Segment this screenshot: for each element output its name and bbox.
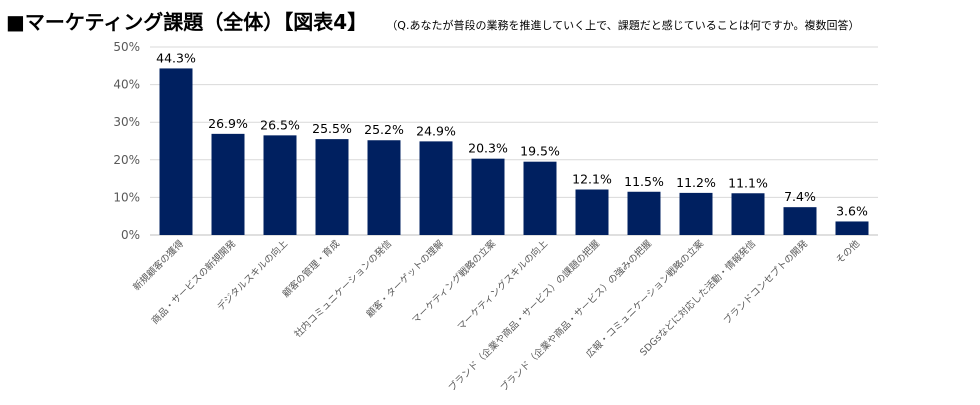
bar bbox=[159, 68, 193, 235]
data-label: 12.1% bbox=[572, 172, 612, 187]
category-label: 社内コミュニケーションの発信 bbox=[292, 238, 394, 340]
category-label: 商品・サービスの新規開発 bbox=[149, 237, 238, 326]
data-label: 44.3% bbox=[156, 50, 196, 65]
gridlines bbox=[150, 46, 878, 236]
data-label: 26.5% bbox=[260, 117, 300, 132]
chart-title: ■マーケティング課題（全体）【図表4】 bbox=[6, 10, 368, 34]
bars bbox=[159, 68, 869, 235]
category-labels: 新規顧客の獲得商品・サービスの新規開発デジタルスキルの向上顧客の管理・育成社内コ… bbox=[131, 237, 863, 394]
data-label: 7.4% bbox=[784, 189, 816, 204]
data-label: 20.3% bbox=[468, 141, 508, 156]
category-label: 新規顧客の獲得 bbox=[131, 237, 187, 293]
category-label: その他 bbox=[833, 237, 862, 266]
y-tick-label: 40% bbox=[113, 78, 140, 92]
bar bbox=[523, 161, 557, 235]
bar bbox=[315, 139, 349, 235]
data-label: 26.9% bbox=[208, 116, 248, 131]
bar bbox=[783, 207, 817, 235]
category-label: ブランドコンセプトの開発 bbox=[721, 237, 810, 326]
category-label: 広報・コミュニケーション戦略の立案 bbox=[584, 237, 707, 360]
category-label: マーケティングスキルの向上 bbox=[455, 237, 551, 333]
y-tick-label: 20% bbox=[113, 153, 140, 167]
y-tick-label: 30% bbox=[113, 115, 140, 129]
category-label: マーケティング戦略の立案 bbox=[410, 237, 499, 326]
bar bbox=[471, 158, 505, 235]
bar bbox=[731, 193, 765, 235]
data-label: 11.2% bbox=[676, 175, 716, 190]
bar bbox=[627, 191, 661, 235]
bar bbox=[211, 133, 245, 235]
bar bbox=[367, 140, 401, 235]
title-row: ■マーケティング課題（全体）【図表4】 （Q.あなたが普段の業務を推進していく上… bbox=[6, 6, 859, 34]
data-label: 11.5% bbox=[624, 174, 664, 189]
data-label: 24.9% bbox=[416, 123, 456, 138]
category-label: SDGsなどに対応した活動・情報発信 bbox=[637, 238, 758, 359]
bar bbox=[679, 192, 713, 235]
bar bbox=[263, 135, 297, 235]
bar bbox=[419, 141, 453, 235]
data-label: 19.5% bbox=[520, 144, 560, 159]
y-tick-label: 10% bbox=[113, 190, 140, 204]
data-label: 11.1% bbox=[728, 175, 768, 190]
data-label: 3.6% bbox=[836, 203, 868, 218]
bar bbox=[835, 221, 869, 235]
question-text: （Q.あなたが普段の業務を推進していく上で、課題だと感じていることは何ですか。複… bbox=[386, 19, 860, 32]
y-axis-ticks: 0% 10% 20% 30% 40% 50% bbox=[113, 40, 140, 242]
data-labels: 44.3% 26.9% 26.5% 25.5% 25.2% 24.9% 20.3% 19.5%… bbox=[156, 50, 868, 218]
bar bbox=[575, 189, 609, 235]
data-label: 25.5% bbox=[312, 121, 352, 136]
data-label: 25.2% bbox=[364, 122, 404, 137]
y-tick-label: 0% bbox=[121, 228, 140, 242]
y-tick-label: 50% bbox=[113, 40, 140, 54]
